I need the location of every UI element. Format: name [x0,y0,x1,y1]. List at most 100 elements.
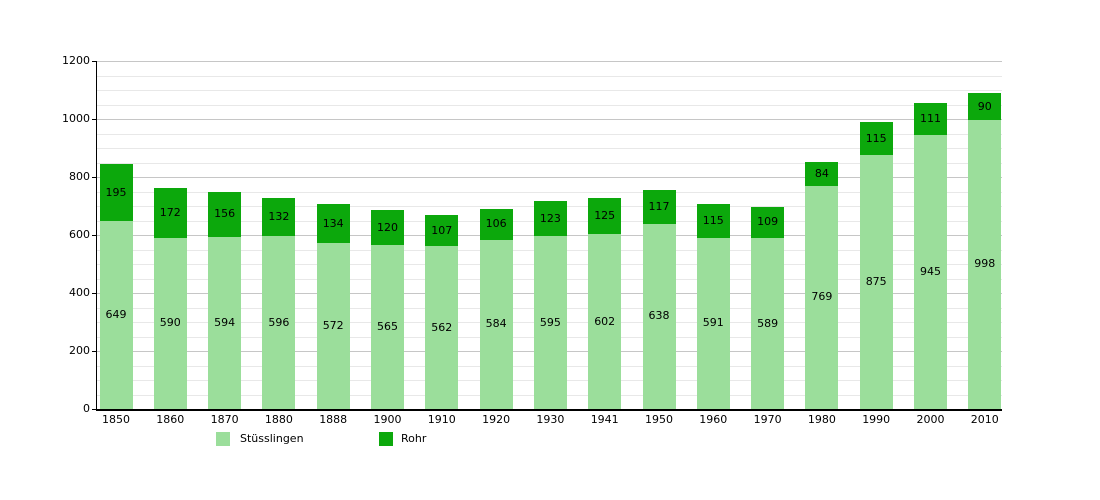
bar-segment-rohr-1880 [262,197,296,237]
gridline-minor [97,162,1002,164]
bar-segment-stsslingen-1870 [208,236,242,409]
bar-value-label: 572 [322,319,344,333]
bar-value-label: 596 [268,315,290,329]
x-axis-label: 1960 [699,413,728,426]
legend-swatch-stuesslingen [216,432,230,446]
bar-value-label: 562 [431,320,453,334]
bar-segment-rohr-1950 [642,190,676,224]
gridline-minor [97,90,1002,91]
bar-segment-rohr-1870 [208,191,242,237]
x-axis-label: 1950 [645,413,673,426]
gridline-minor [97,133,1002,135]
y-axis-tick [92,61,96,62]
bar-value-label: 875 [865,275,887,289]
bar-segment-stsslingen-1941 [588,234,622,409]
bar-value-label: 84 [814,166,829,180]
y-axis-label: 1200 [62,54,90,67]
bar-segment-rohr-1860 [153,188,187,238]
bar-value-label: 115 [865,131,887,145]
bar-segment-rohr-1920 [479,208,513,240]
gridline-minor [97,148,1002,149]
bar-value-label: 602 [594,314,616,328]
plot-area: 649 195 590 172 594 156 596 132 572 134 565 120 562 1… [97,61,1002,409]
bar-segment-rohr-1960 [696,204,730,238]
y-axis-tick [92,235,96,236]
x-axis-line [96,409,1002,411]
bar-value-label: 107 [431,223,453,237]
bar-segment-stsslingen-1920 [479,239,513,409]
bar-value-label: 589 [757,316,779,330]
bar-segment-stsslingen-1850 [99,220,133,409]
y-axis-label: 200 [69,344,90,357]
x-axis-label: 2000 [916,413,945,426]
bar-segment-stsslingen-1860 [153,237,187,409]
x-axis-label: 1900 [373,413,402,426]
x-axis-label: 1870 [210,413,239,426]
bar-value-label: 115 [702,213,724,227]
y-axis-tick [92,409,96,410]
bar-value-label: 134 [322,216,344,230]
gridline-minor [97,191,1002,193]
x-axis-label: 1930 [536,413,565,426]
y-axis-label: 400 [69,286,90,299]
bar-value-label: 156 [214,207,236,221]
bar-segment-rohr-1910 [425,214,459,246]
x-axis-label: 1990 [862,413,891,426]
bar-value-label: 109 [757,215,779,229]
bar-value-label: 132 [268,210,290,224]
bar-value-label: 117 [648,200,670,213]
bar-segment-rohr-2000 [914,102,947,135]
x-axis-label: 1860 [156,413,185,426]
bar-value-label: 998 [974,257,996,271]
y-axis-label: 600 [69,228,90,241]
bar-value-label: 590 [159,316,181,330]
legend-swatch-rohr [379,432,393,446]
bar-value-label: 195 [105,185,127,199]
bar-segment-stsslingen-1880 [262,236,296,409]
x-axis-label: 1920 [482,413,511,426]
y-axis-tick [92,119,96,120]
bar-segment-rohr-2010 [968,93,1002,120]
x-axis-label: 2010 [970,413,999,426]
bar-segment-stsslingen-2000 [914,134,947,409]
bar-segment-rohr-1970 [751,206,785,239]
bar-value-label: 584 [485,317,507,331]
bar-segment-stsslingen-1888 [316,243,350,409]
x-axis-label: 1910 [427,413,456,426]
bar-value-label: 945 [920,264,941,278]
bar-segment-stsslingen-1970 [751,238,785,409]
bar-value-label: 595 [539,315,561,329]
bar-value-label: 172 [159,205,181,219]
bar-value-label: 649 [105,307,127,321]
y-axis-label: 0 [83,402,90,415]
bar-value-label: 769 [811,290,833,304]
x-axis-label: 1980 [807,413,836,426]
bar-segment-rohr-1900 [371,210,404,246]
bar-value-label: 120 [377,220,398,234]
bar-segment-stsslingen-1950 [642,223,676,409]
bar-value-label: 638 [648,309,670,323]
legend-label-stuesslingen: Stüsslingen [240,432,304,445]
bar-segment-rohr-1941 [588,198,622,235]
bar-value-label: 594 [214,315,236,329]
bar-segment-rohr-1980 [805,161,839,186]
bar-segment-stsslingen-1930 [533,236,567,409]
bar-segment-rohr-1930 [533,200,567,237]
y-axis-tick [92,177,96,178]
gridline-minor [97,104,1002,106]
y-axis-label: 1000 [62,112,90,125]
x-axis-label: 1880 [264,413,293,426]
bar-segment-rohr-1990 [859,121,893,156]
bar-value-label: 111 [920,111,941,125]
gridline-minor [97,75,1002,77]
gridline-major [97,61,1002,62]
bar-value-label: 106 [485,217,507,231]
x-axis-label: 1941 [590,413,619,426]
x-axis-label: 1888 [319,413,348,426]
bar-segment-stsslingen-1980 [805,185,839,409]
x-axis-label: 1970 [753,413,782,426]
y-axis-line [96,61,97,409]
y-axis-tick [92,351,96,352]
y-axis-label: 800 [69,170,90,183]
